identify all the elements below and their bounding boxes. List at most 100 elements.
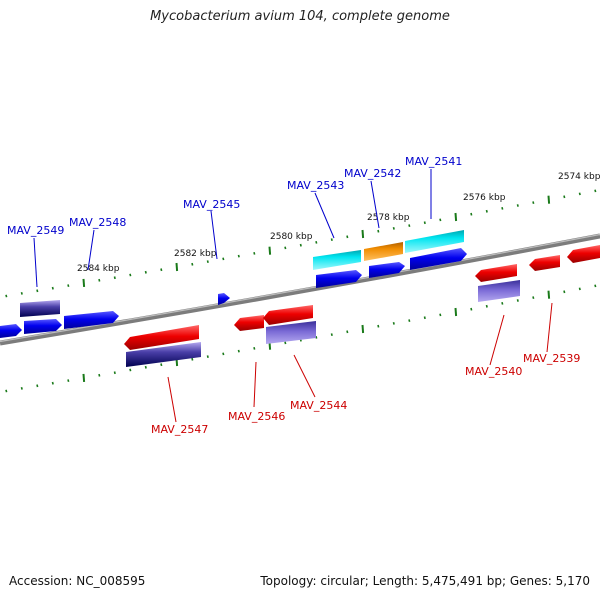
- upper-scale-minor-tick: [113, 276, 116, 280]
- gene-arrow-mav-2545[interactable]: [218, 293, 230, 305]
- lower-scale-minor-tick: [191, 357, 194, 361]
- gene-label-mav-2539[interactable]: MAV_2539: [523, 352, 580, 365]
- gene-arrow-mav-2547[interactable]: [124, 325, 199, 350]
- upper-scale-minor-tick: [67, 284, 70, 287]
- upper-scale-minor-tick: [191, 262, 194, 266]
- lower-scale-minor-tick: [144, 365, 147, 369]
- leader-line-mav-2540: [489, 314, 505, 366]
- lower-scale-minor-tick: [98, 373, 101, 377]
- leader-line-mav-2542: [370, 180, 380, 229]
- leader-line-mav-2548: [87, 229, 95, 271]
- upper-scale-minor-tick: [408, 224, 411, 227]
- upper-scale-minor-tick: [346, 235, 349, 239]
- gene-arrow-mav-2542[interactable]: [369, 262, 405, 278]
- upper-scale-minor-tick: [423, 221, 426, 225]
- scale-label-2574: 2574 kbp: [558, 172, 600, 182]
- upper-scale-minor-tick: [578, 192, 581, 196]
- gene-label-mav-2543[interactable]: MAV_2543: [287, 179, 344, 192]
- gene-label-mav-2541[interactable]: MAV_2541: [405, 155, 462, 168]
- scale-ticks-upper: [5, 189, 597, 298]
- lower-scale-minor-tick: [594, 284, 597, 288]
- lower-scale-minor-tick: [532, 296, 535, 299]
- leader-line-mav-2547: [167, 376, 177, 423]
- upper-scale-minor-tick: [20, 292, 23, 295]
- gene-label-mav-2540[interactable]: MAV_2540: [465, 365, 522, 378]
- gene-arrow-partial-left[interactable]: [0, 324, 22, 338]
- gene-label-mav-2542[interactable]: MAV_2542: [344, 167, 401, 180]
- gene-label-mav-2547[interactable]: MAV_2547: [151, 423, 208, 436]
- upper-scale-minor-tick: [516, 204, 519, 207]
- upper-scale-minor-tick: [5, 294, 8, 298]
- lower-scale-minor-tick: [129, 368, 132, 372]
- upper-scale-minor-tick: [129, 273, 132, 277]
- gene-arrow-mav-2540[interactable]: [475, 264, 517, 282]
- lower-scale-minor-tick: [237, 349, 240, 353]
- lower-scale-minor-tick: [346, 330, 349, 334]
- lower-scale-major-tick: [454, 307, 458, 317]
- scale-label-2576: 2576 kbp: [463, 193, 506, 203]
- upper-scale-minor-tick: [144, 270, 147, 274]
- upper-scale-minor-tick: [98, 278, 101, 282]
- lower-scale-minor-tick: [485, 304, 488, 308]
- gene-label-mav-2548[interactable]: MAV_2548: [69, 216, 126, 229]
- gene-label-mav-2544[interactable]: MAV_2544: [290, 399, 347, 412]
- leader-line-mav-2544: [293, 354, 316, 398]
- lower-scale-minor-tick: [51, 381, 54, 385]
- feature-bar-mav-2543[interactable]: [313, 250, 361, 270]
- feature-bar-mav-2549[interactable]: [20, 300, 60, 317]
- map-title: Mycobacterium avium 104, complete genome: [150, 9, 450, 24]
- lower-scale-minor-tick: [5, 389, 8, 393]
- upper-scale-major-tick: [268, 246, 272, 255]
- upper-scale-minor-tick: [160, 268, 163, 272]
- lower-scale-minor-tick: [377, 324, 380, 328]
- upper-scale-major-tick: [361, 229, 365, 239]
- upper-scale-minor-tick: [439, 218, 442, 222]
- upper-scale-minor-tick: [594, 189, 597, 193]
- lower-scale-minor-tick: [439, 313, 442, 317]
- gene-arrow-mav-2548[interactable]: [64, 311, 119, 329]
- lower-scale-minor-tick: [470, 307, 473, 311]
- lower-scale-minor-tick: [253, 347, 256, 350]
- upper-scale-minor-tick: [222, 257, 225, 261]
- gene-arrow-mav-2539[interactable]: [529, 255, 560, 271]
- feature-bar-mav-2544[interactable]: [266, 321, 316, 344]
- upper-scale-minor-tick: [299, 243, 302, 247]
- leader-line-mav-2546: [253, 361, 257, 408]
- leader-line-mav-2549: [33, 237, 38, 288]
- lower-scale-minor-tick: [67, 379, 70, 382]
- feature-bar-mav-2542[interactable]: [364, 242, 403, 261]
- feature-bar-mav-2547[interactable]: [126, 342, 201, 367]
- gene-arrow-mav-2546[interactable]: [234, 315, 264, 331]
- leader-line-mav-2545: [210, 210, 218, 260]
- gene-arrow-mav-2549[interactable]: [24, 319, 62, 334]
- lower-scale-minor-tick: [160, 363, 163, 367]
- gene-arrow-partial-right[interactable]: [567, 245, 600, 263]
- accession-text: Accession: NC_008595: [9, 574, 146, 588]
- gene-label-mav-2545[interactable]: MAV_2545: [183, 198, 240, 211]
- gene-arrow-mav-2541[interactable]: [410, 248, 467, 270]
- gene-arrow-mav-2543[interactable]: [316, 270, 362, 288]
- gene-arrow-mav-2544[interactable]: [263, 305, 313, 325]
- lower-scale-minor-tick: [222, 352, 225, 356]
- upper-scale-minor-tick: [485, 209, 488, 213]
- upper-scale-minor-tick: [206, 260, 209, 263]
- scale-label-2578: 2578 kbp: [367, 213, 410, 223]
- feature-bar-mav-2540[interactable]: [478, 280, 520, 302]
- upper-scale-major-tick: [454, 212, 458, 222]
- feature-bar-mav-2541[interactable]: [405, 230, 464, 253]
- gene-label-mav-2549[interactable]: MAV_2549: [7, 224, 64, 237]
- upper-scale-minor-tick: [501, 207, 504, 210]
- lower-scale-minor-tick: [36, 384, 39, 388]
- lower-scale-minor-tick: [516, 299, 519, 302]
- lower-scale-major-tick: [547, 290, 551, 299]
- lower-scale-minor-tick: [284, 341, 287, 345]
- lower-scale-minor-tick: [315, 336, 318, 339]
- genome-backbone: [0, 233, 600, 346]
- lower-scale-minor-tick: [206, 355, 209, 358]
- lower-scale-minor-tick: [578, 287, 581, 291]
- scale-label-2580: 2580 kbp: [270, 232, 313, 242]
- lower-scale-minor-tick: [392, 322, 395, 325]
- gene-label-mav-2546[interactable]: MAV_2546: [228, 410, 285, 423]
